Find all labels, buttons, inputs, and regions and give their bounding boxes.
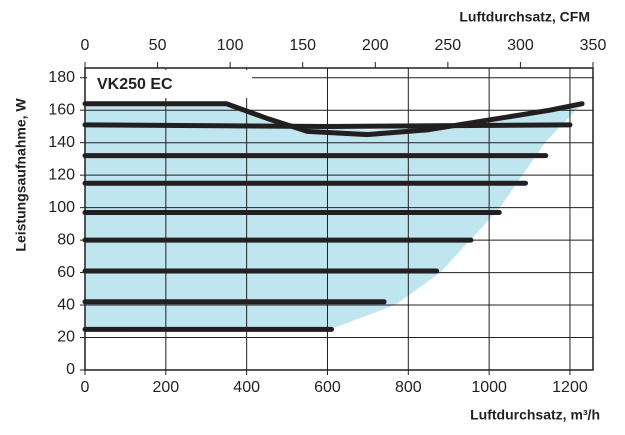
y-tick-label: 20 [57,329,75,346]
x2-tick-label: 150 [289,37,316,54]
x2-tick-label: 250 [435,37,462,54]
y-tick-label: 0 [66,361,75,378]
x-tick-label: 1000 [471,379,507,396]
x2-tick-label: 0 [81,37,90,54]
y-axis-label: Leistungsaufnahme, W [13,98,29,252]
speed-curve [82,122,573,129]
operating-region [85,103,583,330]
x-tick-label: 400 [233,379,260,396]
x2-axis-label: Luftdurchsatz, CFM [459,9,590,25]
x-tick-label: 600 [314,379,341,396]
x-tick-label: 0 [81,379,90,396]
y-tick-label: 100 [48,199,75,216]
y-tick-label: 80 [57,231,75,248]
chart-title: VK250 EC [97,76,173,93]
x-tick-label: 200 [152,379,179,396]
y-tick-label: 60 [57,264,75,281]
x2-tick-label: 50 [149,37,167,54]
x2-tick-label: 200 [362,37,389,54]
speed-curve [82,101,585,138]
y-tick-label: 180 [48,69,75,86]
x2-tick-label: 300 [507,37,534,54]
y-tick-label: 40 [57,296,75,313]
x-axis-label: Luftdurchsatz, m³/h [470,407,600,423]
x2-tick-label: 350 [580,37,607,54]
y-tick-label: 160 [48,101,75,118]
y-tick-label: 120 [48,166,75,183]
y-tick-label: 140 [48,134,75,151]
x2-tick-label: 100 [217,37,244,54]
x-tick-label: 800 [395,379,422,396]
x-tick-label: 1200 [552,379,588,396]
title-box [87,70,252,98]
plot-frame [84,67,594,371]
